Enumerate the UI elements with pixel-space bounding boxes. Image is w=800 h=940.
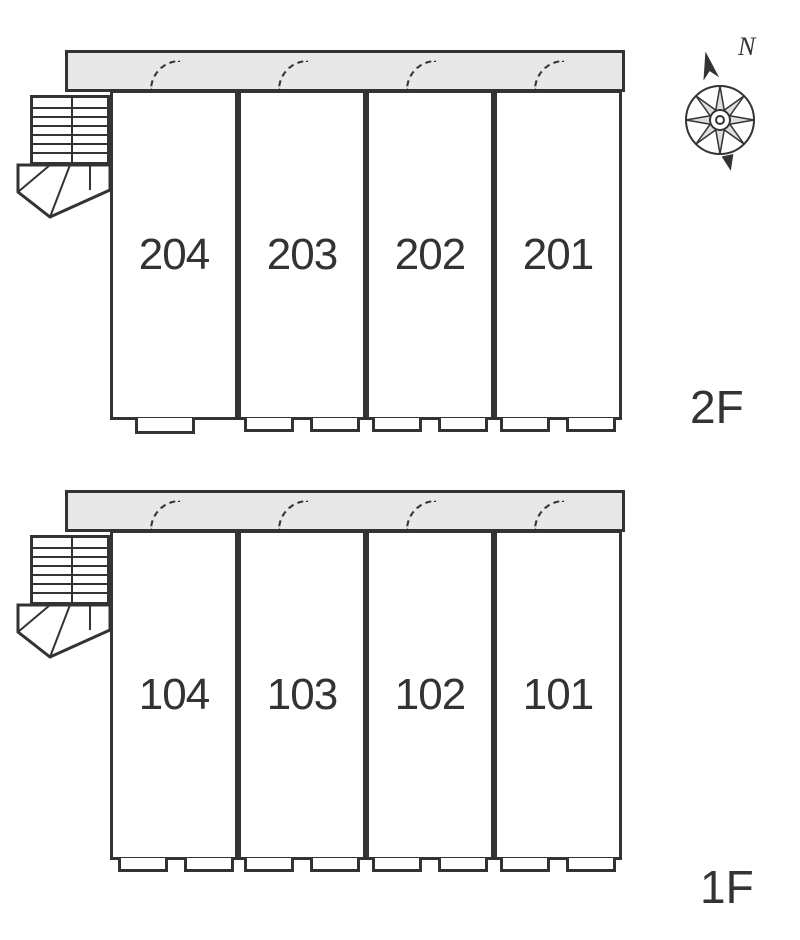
stair-2f [30, 95, 110, 165]
balcony-notch [566, 858, 616, 872]
unit-101: 101 [494, 530, 622, 860]
floor-2: 204 203 202 201 2F [0, 50, 800, 450]
stair-landing-2f [15, 162, 113, 220]
balcony-notch [184, 858, 234, 872]
balcony-notch [310, 858, 360, 872]
stair-1f [30, 535, 110, 605]
balcony-notch [135, 418, 195, 434]
unit-label: 103 [267, 670, 337, 720]
unit-label: 104 [139, 670, 209, 720]
balcony-notch [372, 418, 422, 432]
floor-1: 104 103 102 101 1F [0, 490, 800, 890]
floor-label-2f: 2F [690, 380, 744, 434]
balcony-notch [438, 418, 488, 432]
balcony-notch [500, 418, 550, 432]
unit-102: 102 [366, 530, 494, 860]
balcony-notch [118, 858, 168, 872]
unit-label: 203 [267, 230, 337, 280]
balcony-notch [500, 858, 550, 872]
balcony-notch [310, 418, 360, 432]
unit-104: 104 [110, 530, 238, 860]
unit-204: 204 [110, 90, 238, 420]
unit-103: 103 [238, 530, 366, 860]
unit-label: 202 [395, 230, 465, 280]
stair-landing-1f [15, 602, 113, 660]
unit-202: 202 [366, 90, 494, 420]
balcony-notch [566, 418, 616, 432]
balcony-notch [244, 418, 294, 432]
floor-label-1f: 1F [700, 860, 754, 914]
unit-label: 201 [523, 230, 593, 280]
unit-label: 102 [395, 670, 465, 720]
balcony-notch [438, 858, 488, 872]
unit-label: 101 [523, 670, 593, 720]
unit-label: 204 [139, 230, 209, 280]
balcony-notch [372, 858, 422, 872]
unit-201: 201 [494, 90, 622, 420]
floorplan-canvas: N 204 203 202 [0, 0, 800, 940]
unit-203: 203 [238, 90, 366, 420]
balcony-notch [244, 858, 294, 872]
